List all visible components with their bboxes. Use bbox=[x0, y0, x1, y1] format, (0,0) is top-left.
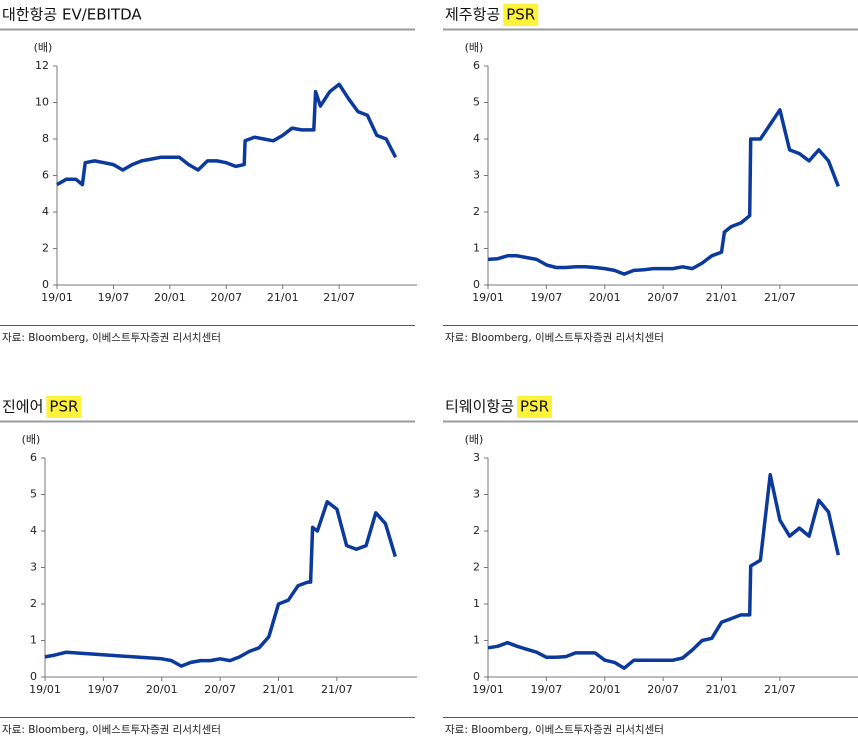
x-tick-label: 21/01 bbox=[706, 683, 738, 696]
x-tick-label: 20/07 bbox=[647, 291, 679, 304]
y-tick-label: 5 bbox=[473, 96, 480, 109]
data-line bbox=[44, 500, 397, 668]
highlight-box bbox=[503, 4, 539, 26]
source-note: 자료: Bloomberg, 이베스트투자증권 리서치센터 bbox=[2, 724, 221, 736]
y-tick-label: 1 bbox=[473, 597, 480, 610]
y-tick-label: 8 bbox=[42, 132, 49, 145]
highlight-box bbox=[517, 396, 553, 418]
x-tick-label: 19/07 bbox=[531, 291, 563, 304]
y-tick-label: 12 bbox=[35, 59, 49, 72]
source-note: 자료: Bloomberg, 이베스트투자증권 리서치센터 bbox=[445, 332, 664, 344]
data-line bbox=[56, 82, 398, 187]
x-tick-label: 19/07 bbox=[88, 683, 120, 696]
x-tick-label: 21/01 bbox=[706, 291, 738, 304]
chart-panel: 대한항공 EV/EBITDA (배) 0 2 4 6 8 10 12 19/01 19/07 20/0… bbox=[0, 6, 417, 344]
highlight-box bbox=[46, 396, 82, 418]
chart-panel: 진에어 PSR (배) 0 1 2 3 4 5 6 19/01 19/07 20/01 20/07 21/0… bbox=[0, 396, 417, 736]
x-tick-label: 20/07 bbox=[204, 683, 236, 696]
y-tick-label: 1 bbox=[473, 242, 480, 255]
y-tick-label: 5 bbox=[30, 488, 37, 501]
y-tick-label: 2 bbox=[473, 205, 480, 218]
title-highlight: PSR bbox=[506, 6, 535, 24]
y-tick-label: 6 bbox=[473, 59, 480, 72]
x-tick-label: 19/07 bbox=[98, 291, 130, 304]
title-highlight: PSR bbox=[49, 398, 78, 416]
title-highlight: PSR bbox=[520, 398, 549, 416]
y-tick-label: 6 bbox=[42, 169, 49, 182]
chart-panel: 제주항공 PSR (배) 0 1 2 3 4 5 6 19/01 19/07 20/01 20/07 21/… bbox=[443, 4, 858, 344]
data-line bbox=[487, 473, 841, 670]
x-tick-label: 21/01 bbox=[263, 683, 295, 696]
y-unit: (배) bbox=[34, 41, 53, 54]
x-tick-label: 20/01 bbox=[154, 291, 186, 304]
x-tick-label: 21/01 bbox=[267, 291, 299, 304]
source-note: 자료: Bloomberg, 이베스트투자증권 리서치센터 bbox=[445, 724, 664, 736]
y-tick-label: 1 bbox=[473, 634, 480, 647]
x-tick-label: 20/01 bbox=[589, 683, 621, 696]
x-tick-label: 21/07 bbox=[321, 683, 353, 696]
x-tick-label: 19/07 bbox=[531, 683, 563, 696]
x-tick-label: 19/01 bbox=[29, 683, 61, 696]
y-tick-label: 4 bbox=[42, 205, 49, 218]
y-tick-label: 2 bbox=[30, 597, 37, 610]
y-tick-label: 6 bbox=[30, 451, 37, 464]
y-unit: (배) bbox=[465, 41, 484, 54]
y-tick-label: 0 bbox=[473, 278, 480, 291]
y-tick-label: 0 bbox=[30, 670, 37, 683]
x-tick-label: 21/07 bbox=[323, 291, 355, 304]
y-tick-label: 3 bbox=[30, 561, 37, 574]
source-note: 자료: Bloomberg, 이베스트투자증권 리서치센터 bbox=[2, 332, 221, 344]
y-tick-label: 2 bbox=[42, 242, 49, 255]
x-tick-label: 20/01 bbox=[146, 683, 178, 696]
y-unit: (배) bbox=[22, 433, 41, 446]
chart-title: 티웨이항공 bbox=[445, 398, 514, 416]
x-tick-label: 21/07 bbox=[764, 683, 796, 696]
y-tick-label: 2 bbox=[473, 561, 480, 574]
x-tick-label: 20/01 bbox=[589, 291, 621, 304]
y-unit: (배) bbox=[465, 433, 484, 446]
y-tick-label: 0 bbox=[473, 670, 480, 683]
x-tick-label: 21/07 bbox=[764, 291, 796, 304]
x-tick-label: 19/01 bbox=[472, 291, 504, 304]
y-tick-label: 0 bbox=[42, 278, 49, 291]
x-tick-label: 20/07 bbox=[647, 683, 679, 696]
y-tick-label: 1 bbox=[30, 634, 37, 647]
chart-title: 대한항공 EV/EBITDA bbox=[2, 6, 142, 24]
x-tick-label: 19/01 bbox=[41, 291, 73, 304]
y-tick-label: 4 bbox=[30, 524, 37, 537]
x-tick-label: 19/01 bbox=[472, 683, 504, 696]
chart-title: 제주항공 bbox=[445, 6, 500, 24]
y-tick-label: 3 bbox=[473, 488, 480, 501]
chart-panel: 티웨이항공 PSR (배) 0 1 1 2 2 3 3 19/01 19/07 20/01 20/07 21… bbox=[443, 396, 858, 736]
y-tick-label: 4 bbox=[473, 132, 480, 145]
y-tick-label: 3 bbox=[473, 451, 480, 464]
y-tick-label: 2 bbox=[473, 524, 480, 537]
chart-title: 진에어 bbox=[2, 398, 43, 416]
y-tick-label: 10 bbox=[35, 96, 49, 109]
x-tick-label: 20/07 bbox=[210, 291, 242, 304]
data-line bbox=[487, 108, 840, 276]
y-tick-label: 3 bbox=[473, 169, 480, 182]
